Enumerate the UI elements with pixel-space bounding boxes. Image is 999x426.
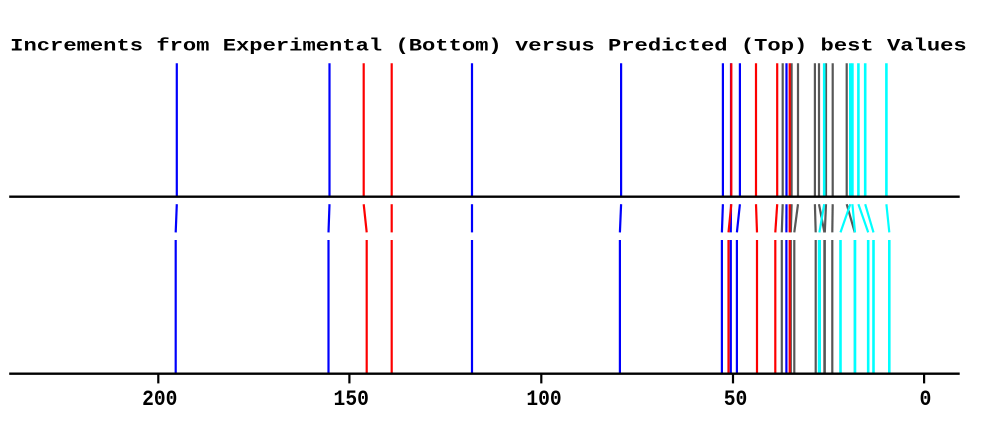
svg-text:100: 100 bbox=[526, 387, 561, 412]
svg-text:200: 200 bbox=[142, 387, 177, 412]
svg-text:150: 150 bbox=[334, 387, 369, 412]
svg-text:0: 0 bbox=[919, 387, 931, 412]
svg-text:Increments from Experimental (: Increments from Experimental (Bottom) ve… bbox=[10, 37, 967, 56]
svg-text:50: 50 bbox=[724, 387, 748, 412]
